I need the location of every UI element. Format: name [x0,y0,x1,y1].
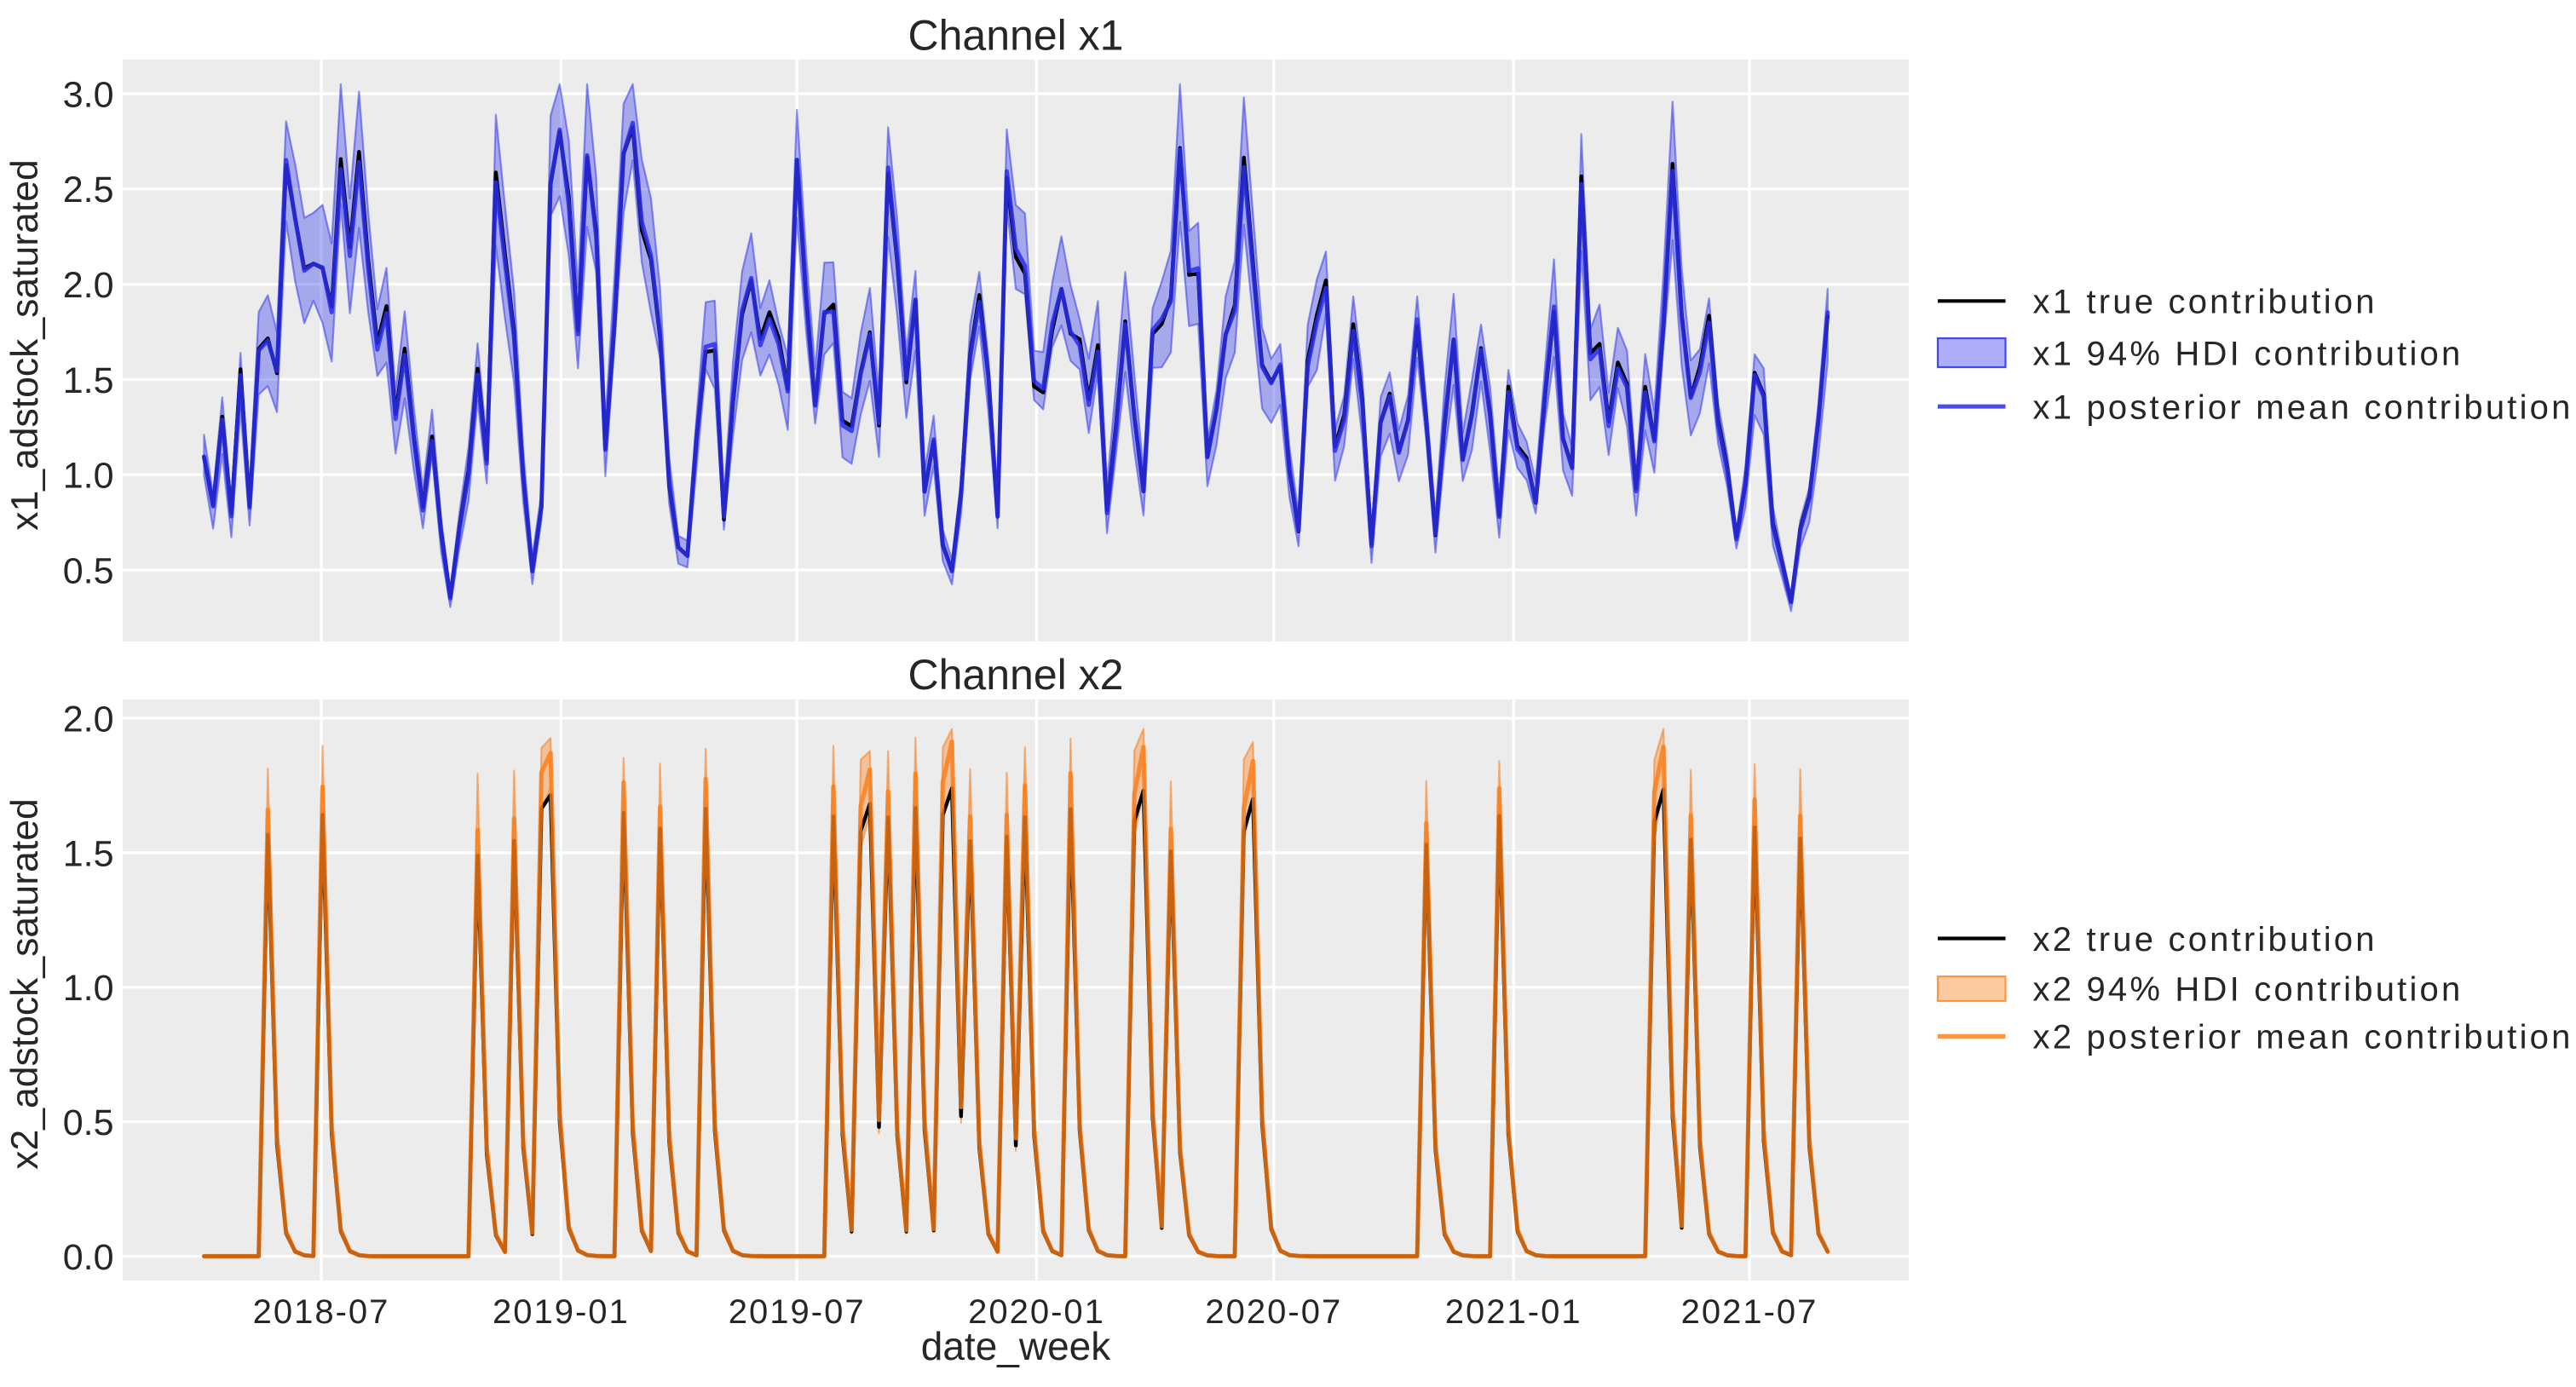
svg-text:1.0: 1.0 [63,968,114,1009]
svg-text:1.5: 1.5 [63,360,114,401]
svg-text:x1_adstock_saturated: x1_adstock_saturated [4,159,46,530]
svg-text:x2 true contribution: x2 true contribution [2033,921,2377,958]
svg-text:1.0: 1.0 [63,456,114,497]
svg-text:3.0: 3.0 [63,74,114,115]
svg-text:0.5: 0.5 [63,550,114,591]
svg-text:Channel x2: Channel x2 [908,651,1124,699]
svg-text:2.0: 2.0 [63,699,114,740]
svg-text:0.0: 0.0 [63,1237,114,1278]
svg-text:date_week: date_week [921,1324,1111,1368]
svg-text:2020-07: 2020-07 [1205,1293,1342,1331]
svg-text:x1 posterior mean contribution: x1 posterior mean contribution [2033,388,2573,426]
svg-text:2.0: 2.0 [63,265,114,306]
svg-text:Channel x1: Channel x1 [908,12,1124,60]
svg-text:2.5: 2.5 [63,170,114,210]
svg-text:2019-01: 2019-01 [493,1293,630,1331]
svg-text:2021-07: 2021-07 [1681,1293,1818,1331]
svg-text:0.5: 0.5 [63,1102,114,1143]
svg-text:x2_adstock_saturated: x2_adstock_saturated [4,798,46,1169]
svg-text:x2 posterior mean contribution: x2 posterior mean contribution [2033,1019,2573,1056]
svg-text:2020-01: 2020-01 [968,1293,1105,1331]
svg-text:2021-01: 2021-01 [1445,1293,1582,1331]
svg-text:2018-07: 2018-07 [253,1293,390,1331]
svg-text:x1 94% HDI contribution: x1 94% HDI contribution [2033,335,2464,372]
svg-text:1.5: 1.5 [63,833,114,874]
svg-text:x1 true contribution: x1 true contribution [2033,284,2377,321]
svg-text:2019-07: 2019-07 [729,1293,866,1331]
svg-text:x2 94% HDI contribution: x2 94% HDI contribution [2033,970,2464,1008]
